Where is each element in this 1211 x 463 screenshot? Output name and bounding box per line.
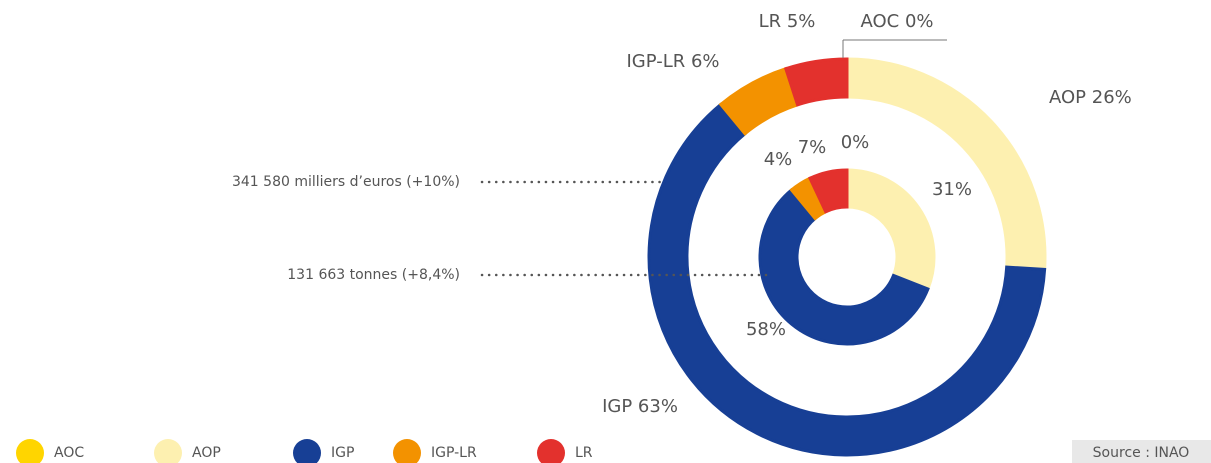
value-label: IGP-LR 6% xyxy=(626,51,719,72)
value-label: 7% xyxy=(798,137,827,158)
legend-label: AOP xyxy=(192,445,221,461)
legend-swatch xyxy=(393,439,421,463)
legend-label: LR xyxy=(575,445,593,461)
source: Source : INAO xyxy=(1093,445,1190,461)
value-label: 58% xyxy=(746,319,786,340)
value-label: LR 5% xyxy=(759,11,816,32)
value-label: IGP 63% xyxy=(602,396,678,417)
rings xyxy=(647,57,1047,457)
legend-swatch xyxy=(537,439,565,463)
legend-label: IGP-LR xyxy=(431,445,477,461)
legend-label: AOC xyxy=(54,445,84,461)
value-label: 4% xyxy=(764,149,793,170)
annotation: 131 663 tonnes (+8,4%) xyxy=(287,267,460,283)
value-label: AOC 0% xyxy=(860,11,933,32)
legend-swatch xyxy=(293,439,321,463)
value-label: 0% xyxy=(841,132,870,153)
value-label: AOP 26% xyxy=(1049,87,1132,108)
source-box xyxy=(1072,440,1211,463)
annotation: 341 580 milliers d’euros (+10%) xyxy=(232,174,460,190)
donut-slice xyxy=(845,168,936,291)
legend-label: IGP xyxy=(331,445,354,461)
donut-slice xyxy=(845,57,1047,272)
donut-slice xyxy=(783,57,849,107)
legend-swatch xyxy=(154,439,182,463)
legend-swatch xyxy=(16,439,44,463)
donut-slice xyxy=(758,187,930,346)
donut-slice xyxy=(647,102,1047,457)
donut-slice xyxy=(807,168,849,214)
value-label: 31% xyxy=(932,179,972,200)
